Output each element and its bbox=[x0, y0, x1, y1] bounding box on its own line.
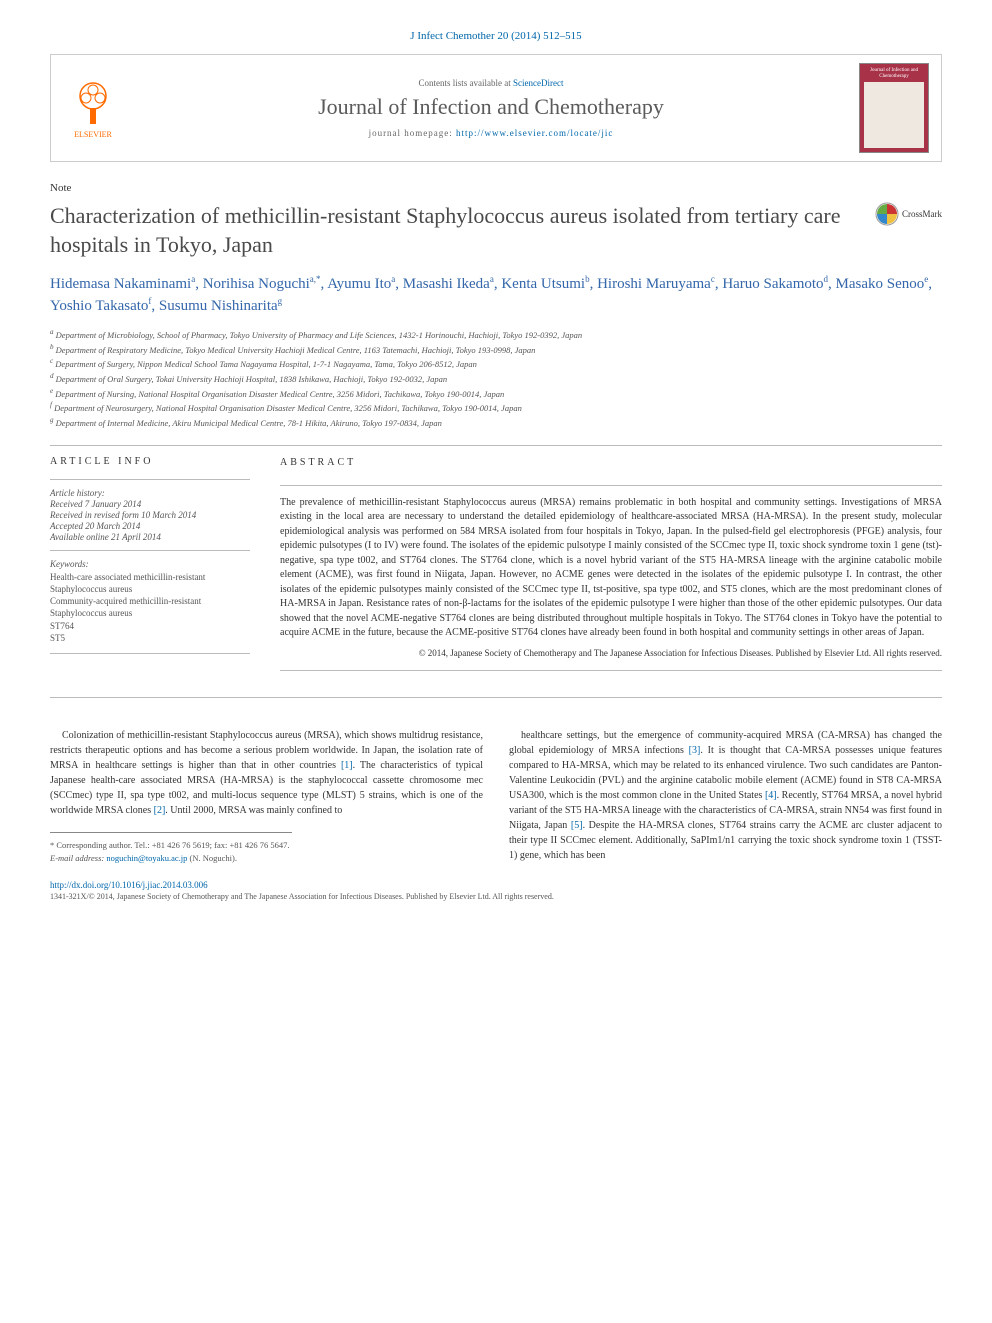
body-paragraph: healthcare settings, but the emergence o… bbox=[509, 728, 942, 863]
article-info-heading: ARTICLE INFO bbox=[50, 456, 250, 471]
affiliation-line: g Department of Internal Medicine, Akiru… bbox=[50, 415, 942, 430]
affiliations-list: a Department of Microbiology, School of … bbox=[50, 327, 942, 429]
affiliation-line: f Department of Neurosurgery, National H… bbox=[50, 400, 942, 415]
doi-link[interactable]: http://dx.doi.org/10.1016/j.jiac.2014.03… bbox=[50, 880, 942, 890]
contents-available-line: Contents lists available at ScienceDirec… bbox=[133, 78, 849, 88]
crossmark-icon bbox=[875, 202, 899, 226]
reference-link[interactable]: [5] bbox=[571, 820, 583, 831]
affiliation-line: e Department of Nursing, National Hospit… bbox=[50, 386, 942, 401]
body-paragraph: Colonization of methicillin-resistant St… bbox=[50, 728, 483, 818]
keyword-item: Community-acquired methicillin-resistant… bbox=[50, 596, 250, 619]
reference-link[interactable]: [4] bbox=[765, 790, 777, 801]
body-column-right: healthcare settings, but the emergence o… bbox=[509, 728, 942, 865]
abstract-copyright: © 2014, Japanese Society of Chemotherapy… bbox=[280, 647, 942, 660]
abstract-heading: ABSTRACT bbox=[280, 456, 942, 475]
contents-prefix: Contents lists available at bbox=[419, 78, 513, 88]
elsevier-tree-icon bbox=[68, 78, 118, 128]
journal-name: Journal of Infection and Chemotherapy bbox=[133, 94, 849, 120]
accepted-date: Accepted 20 March 2014 bbox=[50, 521, 250, 531]
abstract-column: ABSTRACT The prevalence of methicillin-r… bbox=[280, 456, 942, 681]
corresponding-author: * Corresponding author. Tel.: +81 426 76… bbox=[50, 832, 292, 865]
journal-reference: J Infect Chemother 20 (2014) 512–515 bbox=[50, 30, 942, 42]
corresp-name: (N. Noguchi). bbox=[187, 853, 237, 863]
corresp-tel-fax: * Corresponding author. Tel.: +81 426 76… bbox=[50, 839, 292, 852]
footer-copyright: 1341-321X/© 2014, Japanese Society of Ch… bbox=[50, 892, 942, 901]
journal-homepage-link[interactable]: http://www.elsevier.com/locate/jic bbox=[456, 128, 613, 138]
header-center: Contents lists available at ScienceDirec… bbox=[123, 78, 859, 138]
keywords-block: Keywords: Health-care associated methici… bbox=[50, 559, 250, 645]
reference-link[interactable]: [1] bbox=[341, 760, 353, 771]
affiliation-line: b Department of Respiratory Medicine, To… bbox=[50, 342, 942, 357]
divider bbox=[50, 697, 942, 698]
article-type-label: Note bbox=[50, 182, 942, 194]
reference-link[interactable]: [3] bbox=[689, 745, 701, 756]
keywords-label: Keywords: bbox=[50, 559, 250, 571]
crossmark-badge[interactable]: CrossMark bbox=[875, 202, 942, 226]
elsevier-logo[interactable]: ELSEVIER bbox=[63, 73, 123, 143]
article-history: Article history: Received 7 January 2014… bbox=[50, 488, 250, 542]
keyword-item: Health-care associated methicillin-resis… bbox=[50, 572, 250, 595]
cover-title: Journal of Infection and Chemotherapy bbox=[864, 68, 924, 79]
homepage-line: journal homepage: http://www.elsevier.co… bbox=[133, 128, 849, 138]
corresp-email-link[interactable]: noguchin@toyaku.ac.jp bbox=[106, 853, 187, 863]
abstract-text: The prevalence of methicillin-resistant … bbox=[280, 496, 942, 641]
body-text-columns: Colonization of methicillin-resistant St… bbox=[50, 728, 942, 865]
email-label: E-mail address: bbox=[50, 853, 106, 863]
received-date: Received 7 January 2014 bbox=[50, 499, 250, 509]
body-column-left: Colonization of methicillin-resistant St… bbox=[50, 728, 483, 865]
journal-header: ELSEVIER Contents lists available at Sci… bbox=[50, 54, 942, 162]
history-label: Article history: bbox=[50, 488, 250, 498]
keyword-item: ST5 bbox=[50, 633, 250, 645]
journal-cover-thumbnail: Journal of Infection and Chemotherapy bbox=[859, 63, 929, 153]
cover-body bbox=[864, 82, 924, 148]
elsevier-logo-text: ELSEVIER bbox=[74, 130, 112, 139]
authors-list: Hidemasa Nakaminamia, Norihisa Noguchia,… bbox=[50, 273, 942, 317]
reference-link[interactable]: [2] bbox=[154, 805, 166, 816]
affiliation-line: d Department of Oral Surgery, Tokai Univ… bbox=[50, 371, 942, 386]
affiliation-line: c Department of Surgery, Nippon Medical … bbox=[50, 356, 942, 371]
homepage-prefix: journal homepage: bbox=[369, 128, 456, 138]
crossmark-label: CrossMark bbox=[902, 209, 942, 219]
online-date: Available online 21 April 2014 bbox=[50, 532, 250, 542]
article-info-column: ARTICLE INFO Article history: Received 7… bbox=[50, 456, 250, 681]
keyword-item: ST764 bbox=[50, 621, 250, 633]
article-title: Characterization of methicillin-resistan… bbox=[50, 202, 865, 259]
revised-date: Received in revised form 10 March 2014 bbox=[50, 510, 250, 520]
divider bbox=[50, 445, 942, 446]
affiliation-line: a Department of Microbiology, School of … bbox=[50, 327, 942, 342]
sciencedirect-link[interactable]: ScienceDirect bbox=[513, 78, 563, 88]
